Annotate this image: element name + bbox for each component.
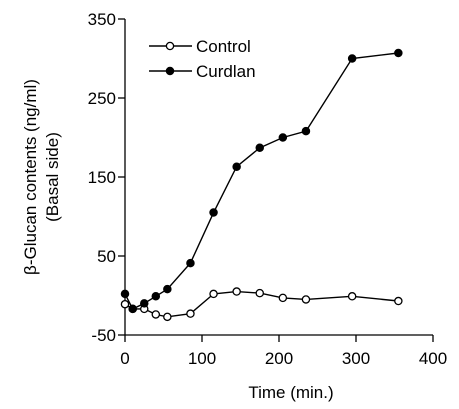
x-tick-label: 400 (419, 349, 447, 368)
data-point-control (232, 287, 241, 296)
data-point-curdlan (128, 304, 137, 314)
series-line-curdlan (124, 52, 399, 310)
data-point-control (278, 293, 288, 303)
y-tick-label: 350 (88, 10, 116, 29)
data-point-control (347, 292, 357, 301)
data-point-curdlan (301, 126, 311, 136)
data-point-curdlan (394, 48, 403, 58)
data-point-curdlan (163, 284, 172, 294)
data-point-control (209, 289, 218, 299)
y-tick-label: 150 (88, 168, 116, 187)
data-point-control (120, 299, 130, 309)
x-axis-label: Time (min.) (248, 383, 333, 402)
data-point-curdlan (151, 292, 161, 301)
data-point-curdlan (209, 208, 218, 217)
x-tick-label: 200 (265, 349, 293, 368)
y-tick-label: 250 (88, 89, 116, 108)
y-tick-label: -50 (91, 326, 116, 345)
data-point-control (151, 310, 161, 319)
chart-axes: -50 50 150 250 350 0 100 200 300 400 Time (min.) β-… (21, 10, 447, 402)
legend-marker-curdlan (165, 66, 175, 76)
data-point-curdlan (139, 299, 149, 308)
legend-marker-control (165, 41, 175, 51)
y-tick-label: 50 (97, 247, 116, 266)
x-tick-label: 0 (120, 349, 129, 368)
data-point-curdlan (186, 258, 195, 268)
data-point-control (186, 309, 195, 318)
chart-series-layer (120, 48, 403, 322)
chart-legend: Control Curdlan (149, 37, 256, 81)
x-tick-label: 100 (188, 349, 216, 368)
data-point-control (255, 288, 264, 298)
y-axis-label-subtitle: (Basal side) (43, 132, 62, 222)
legend-label-control: Control (196, 37, 251, 56)
data-point-curdlan (278, 133, 288, 142)
data-point-curdlan (120, 289, 130, 299)
data-point-control (301, 295, 311, 304)
legend-label-curdlan: Curdlan (196, 62, 256, 81)
data-point-control (163, 312, 172, 322)
data-point-curdlan (255, 143, 264, 153)
data-point-control (394, 296, 403, 306)
y-axis-label: β-Glucan contents (ng/ml) (21, 79, 40, 275)
x-tick-label: 300 (342, 349, 370, 368)
data-point-curdlan (347, 54, 357, 63)
data-point-curdlan (232, 162, 241, 171)
